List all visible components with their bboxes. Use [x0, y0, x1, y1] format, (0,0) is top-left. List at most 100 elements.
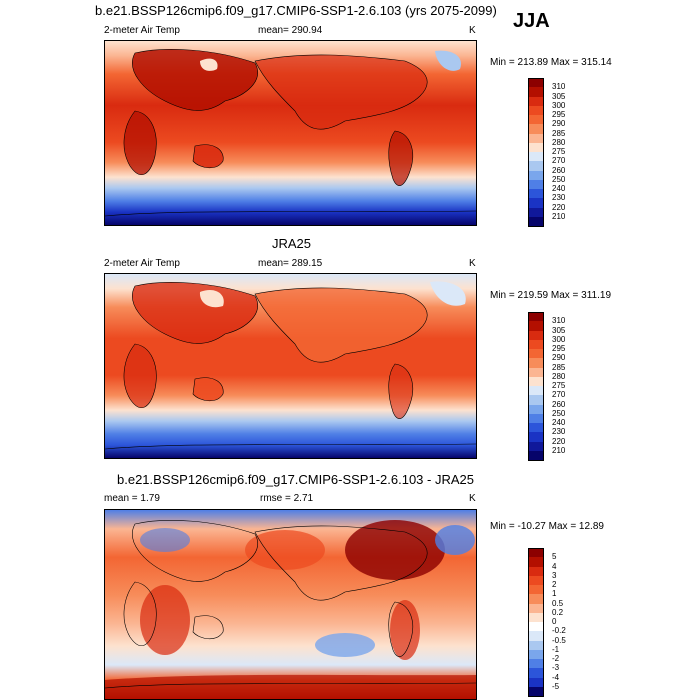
panel-3-legend-label: -5 — [552, 681, 560, 691]
panel-3-legend-label: 2 — [552, 580, 557, 589]
panel-1-legend-box — [528, 78, 544, 88]
panel-3-legend-box — [528, 659, 544, 669]
panel-3-legend-box — [528, 575, 544, 586]
panel-2-legend-label: 240 — [552, 418, 566, 427]
panel-1-legend-box — [528, 170, 544, 181]
panel-2-legend-box — [528, 312, 544, 322]
panel-3-units-label: K — [469, 493, 476, 504]
panel-2-legend-label: 210 — [552, 445, 566, 455]
panel-3-rmse-label: rmse = 2.71 — [260, 493, 314, 504]
panel-3-legend-label: -2 — [552, 654, 560, 663]
panel-3-legend-box — [528, 622, 544, 632]
panel-2-legend-box — [528, 330, 544, 341]
panel-2-legend-label: 280 — [552, 371, 566, 381]
panel-2-legend-box — [528, 376, 544, 387]
panel-1-legend-box — [528, 142, 544, 153]
panel-2-variable-label: 2-meter Air Temp — [104, 258, 180, 269]
panel-3-legend-box — [528, 612, 544, 623]
panel-1-legend-box — [528, 87, 544, 97]
panel-3-map-field — [105, 510, 476, 699]
panel-3-legend-label: 0 — [552, 617, 557, 626]
panel-1-variable-label: 2-meter Air Temp — [104, 25, 180, 36]
panel-1-legend-label: 260 — [552, 165, 566, 175]
panel-2-legend-box — [528, 386, 544, 396]
panel-1-legend-box — [528, 124, 544, 134]
panel-1-legend-box — [528, 198, 544, 208]
panel-1-legend-box — [528, 161, 544, 171]
panel-2-legend-label: 290 — [552, 353, 566, 363]
panel-2-legend-label: 295 — [552, 344, 566, 353]
panel-2-legend-box — [528, 339, 544, 350]
panel-2-legend-label: 250 — [552, 408, 566, 418]
panel-1-legend-label: 305 — [552, 91, 566, 101]
panel-2-legend-box — [528, 358, 544, 368]
panel-1-legend-label: 295 — [552, 110, 566, 119]
panel-1-minmax-label: Min = 213.89 Max = 315.14 — [490, 57, 612, 68]
panel-1-legend-box — [528, 207, 544, 218]
panel-3-legend-label: 0.5 — [552, 598, 564, 608]
panel-3-legend-box — [528, 677, 544, 688]
panel-3-legend-box — [528, 603, 544, 614]
panel-1-legend-label: 290 — [552, 119, 566, 129]
panel-1-legend-box — [528, 216, 544, 227]
panel-2-legend-box — [528, 349, 544, 359]
panel-2-legend-label: 275 — [552, 381, 566, 390]
panel-2-legend-label: 230 — [552, 427, 566, 437]
panel-1-legend-label: 300 — [552, 100, 566, 110]
season-label: JJA — [513, 10, 550, 32]
panel-1-legend-box — [528, 105, 544, 116]
panel-1-map-field — [105, 41, 476, 225]
panel-3-legend-box — [528, 631, 544, 641]
panel-3-legend: 5 4 3 2 1 0.5 0.2 0 -0.2 -0.5 -1 -2 -3 -4 -5 — [528, 548, 588, 697]
panel-1-legend-box — [528, 152, 544, 162]
panel-1-legend-label: 210 — [552, 211, 566, 221]
panel-1-legend-label: 250 — [552, 174, 566, 184]
panel-3-map — [104, 509, 477, 700]
panel-2-legend-box — [528, 441, 544, 452]
panel-3-legend-box — [528, 668, 544, 678]
panel-1-legend-label: 280 — [552, 137, 566, 147]
panel-3-legend-box — [528, 649, 544, 660]
panel-2-legend-label: 305 — [552, 325, 566, 335]
panel-2-minmax-label: Min = 219.59 Max = 311.19 — [490, 290, 612, 301]
panel-2-legend-box — [528, 395, 544, 405]
panel-1-map — [104, 40, 477, 226]
panel-2-mean-label: mean= 289.15 — [258, 258, 323, 269]
panel-2-units-label: K — [469, 258, 476, 269]
panel-3-legend-label: -0.2 — [552, 626, 566, 636]
panel-1-units-label: K — [469, 25, 476, 36]
panel-3-legend-box — [528, 640, 544, 651]
panel-1-legend-box — [528, 133, 544, 144]
panel-3-legend-box — [528, 585, 544, 595]
panel-1-legend-box — [528, 115, 544, 125]
panel-2-legend-box — [528, 367, 544, 378]
panel-3-legend-box — [528, 566, 544, 577]
panel-2-legend-box — [528, 432, 544, 442]
panel-2-legend-label: 260 — [552, 399, 566, 409]
panel-2-legend-label: 310 — [552, 316, 566, 326]
panel-1-legend-box — [528, 189, 544, 199]
panel-2-legend-box — [528, 404, 544, 415]
panel-2-map-field — [105, 274, 476, 458]
panel-3-title: b.e21.BSSP126cmip6.f09_g17.CMIP6-SSP1-2.… — [117, 472, 474, 487]
panel-3-legend-box — [528, 557, 544, 567]
panel-3-minmax-label: Min = -10.27 Max = 12.89 — [490, 521, 604, 532]
panel-1-legend-label: 230 — [552, 193, 566, 203]
panel-3-legend-label: -0.5 — [552, 635, 566, 645]
panel-1-mean-label: mean= 290.94 — [258, 25, 323, 36]
panel-3-legend-label: -4 — [552, 672, 560, 682]
panel-1-legend-label: 275 — [552, 147, 566, 156]
panel-1-legend-label: 310 — [552, 82, 566, 92]
panel-2-legend-box — [528, 423, 544, 433]
panel-1-legend-box — [528, 179, 544, 190]
panel-1-legend-label: 285 — [552, 128, 566, 138]
panel-3-legend-box — [528, 686, 544, 697]
panel-3-legend-label: 4 — [552, 561, 557, 571]
panel-2-legend-box — [528, 321, 544, 331]
panel-1-legend: 310 305 300 295 290 285 280 275 270 260 250 240 230 2… — [528, 78, 588, 227]
panel-2-legend-label: 300 — [552, 334, 566, 344]
panel-3-mean-label: mean = 1.79 — [104, 493, 160, 504]
panel-1-legend-label: 240 — [552, 184, 566, 193]
panel-3-legend-label: 1 — [552, 589, 557, 599]
panel-1-legend-box — [528, 96, 544, 107]
